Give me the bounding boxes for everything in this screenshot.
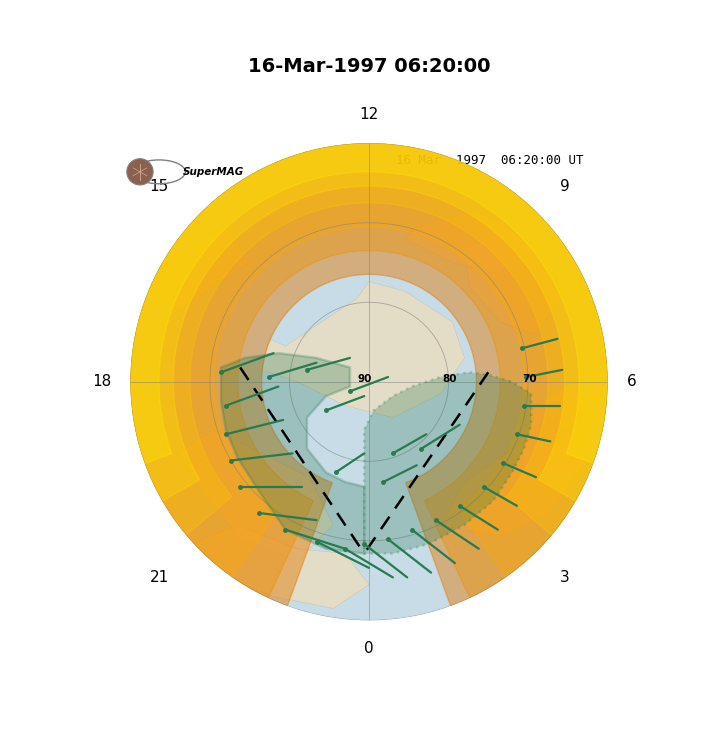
Polygon shape: [178, 525, 369, 609]
Text: 12: 12: [359, 107, 379, 122]
Text: 0: 0: [364, 642, 374, 656]
Polygon shape: [130, 143, 608, 463]
Polygon shape: [130, 143, 608, 598]
Text: SuperMAG: SuperMAG: [183, 167, 244, 177]
Circle shape: [127, 159, 153, 185]
Polygon shape: [261, 281, 464, 417]
Polygon shape: [464, 227, 560, 334]
Text: 80: 80: [443, 374, 457, 384]
Circle shape: [130, 143, 608, 621]
Text: 18: 18: [92, 374, 112, 389]
Text: 16 Mar  1997  06:20:00 UT: 16 Mar 1997 06:20:00 UT: [396, 154, 583, 167]
Polygon shape: [130, 143, 608, 578]
Text: 70: 70: [523, 374, 537, 384]
Polygon shape: [221, 353, 364, 553]
Polygon shape: [364, 372, 531, 553]
Text: 6: 6: [626, 374, 636, 389]
Text: 90: 90: [357, 374, 372, 384]
Polygon shape: [130, 143, 608, 501]
Polygon shape: [130, 143, 608, 606]
Polygon shape: [441, 429, 584, 537]
Polygon shape: [143, 227, 250, 310]
Text: 9: 9: [559, 178, 570, 194]
Polygon shape: [405, 210, 524, 274]
Polygon shape: [130, 143, 608, 535]
Text: 3: 3: [559, 570, 570, 585]
Text: 15: 15: [150, 178, 168, 194]
Text: 16-Mar-1997 06:20:00: 16-Mar-1997 06:20:00: [248, 57, 490, 76]
Polygon shape: [517, 382, 595, 477]
Text: 21: 21: [150, 570, 168, 585]
Polygon shape: [178, 429, 333, 561]
